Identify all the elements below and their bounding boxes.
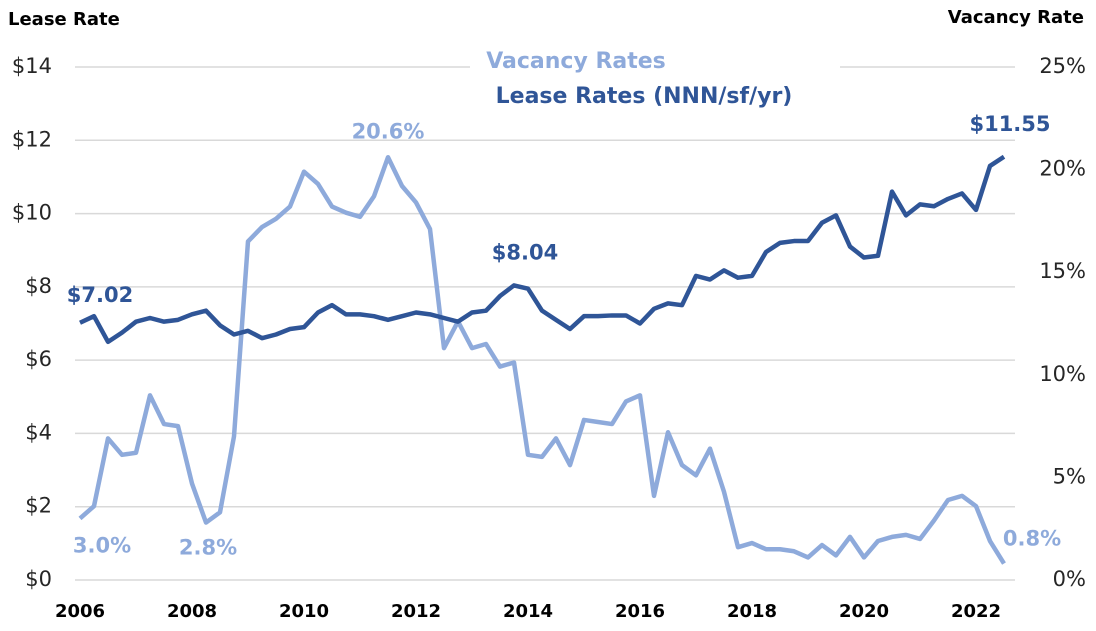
y-tick-label: $4 xyxy=(25,420,52,444)
x-tick-label: 2014 xyxy=(503,601,553,622)
value-label: 3.0% xyxy=(73,533,131,557)
y2-axis-label: Vacancy Rate xyxy=(948,7,1084,28)
y-axis-label: Lease Rate xyxy=(8,9,120,30)
y2-tick-label: 0% xyxy=(1053,567,1086,591)
x-tick-label: 2006 xyxy=(55,601,105,622)
y-tick-label: $6 xyxy=(25,347,52,371)
y-tick-label: $10 xyxy=(12,201,52,225)
legend-background xyxy=(470,45,840,115)
y2-tick-label: 5% xyxy=(1053,464,1086,488)
y2-tick-label: 10% xyxy=(1039,362,1086,386)
value-label: 20.6% xyxy=(352,119,425,143)
y-tick-label: $2 xyxy=(25,494,52,518)
y2-tick-label: 25% xyxy=(1039,54,1086,78)
value-label: 0.8% xyxy=(1003,527,1061,551)
x-tick-label: 2016 xyxy=(615,601,665,622)
x-tick-label: 2018 xyxy=(727,601,777,622)
y-tick-label: $0 xyxy=(25,567,52,591)
value-label: $7.02 xyxy=(67,283,133,307)
y-tick-label: $12 xyxy=(12,127,52,151)
x-tick-label: 2010 xyxy=(279,601,329,622)
x-tick-label: 2020 xyxy=(839,601,889,622)
y2-tick-label: 20% xyxy=(1039,157,1086,181)
x-tick-label: 2022 xyxy=(951,601,1001,622)
value-label: $11.55 xyxy=(969,112,1050,136)
series-line xyxy=(79,154,1006,345)
y-tick-label: $14 xyxy=(12,54,52,78)
value-label: $8.04 xyxy=(492,240,558,264)
y2-tick-label: 15% xyxy=(1039,259,1086,283)
x-tick-label: 2012 xyxy=(391,601,441,622)
y-tick-label: $8 xyxy=(25,274,52,298)
x-tick-label: 2008 xyxy=(167,601,217,622)
value-label: 2.8% xyxy=(179,536,237,560)
legend-entry: Vacancy Rates xyxy=(486,49,666,74)
series-line xyxy=(78,155,1006,565)
legend-entry: Lease Rates (NNN/sf/yr) xyxy=(496,84,793,109)
